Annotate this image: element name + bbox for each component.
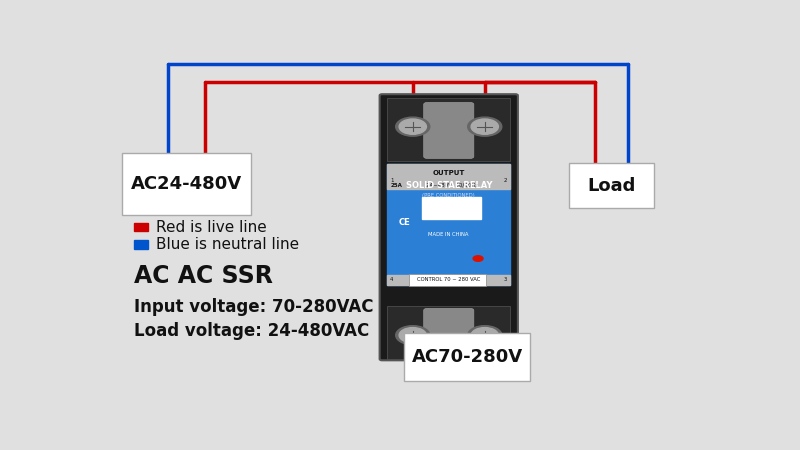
Circle shape	[471, 119, 498, 134]
Text: Input voltage: 70-280VAC: Input voltage: 70-280VAC	[134, 298, 374, 316]
Circle shape	[396, 117, 430, 136]
Text: AC70-280V: AC70-280V	[412, 348, 523, 366]
Circle shape	[396, 326, 430, 345]
Bar	[387, 306, 510, 359]
Text: AC24-480V: AC24-480V	[131, 175, 242, 193]
Circle shape	[399, 328, 426, 343]
Bar	[134, 240, 148, 249]
FancyBboxPatch shape	[424, 308, 474, 356]
Text: AC AC SSR: AC AC SSR	[134, 264, 273, 288]
Circle shape	[468, 117, 502, 136]
Text: SOLID STAE RELAY: SOLID STAE RELAY	[406, 181, 492, 190]
Text: 24~480V  50/60Hz: 24~480V 50/60Hz	[426, 183, 478, 188]
Circle shape	[471, 328, 498, 343]
Text: 3: 3	[504, 277, 507, 283]
Bar	[422, 198, 481, 219]
Text: CONTROL 70 ~ 280 VAC: CONTROL 70 ~ 280 VAC	[417, 277, 481, 283]
Text: Blue is neutral line: Blue is neutral line	[156, 237, 299, 252]
Bar	[387, 164, 510, 285]
Text: OUTPUT: OUTPUT	[433, 170, 465, 176]
Circle shape	[468, 326, 502, 345]
Text: (PRE CONDITIONED): (PRE CONDITIONED)	[422, 193, 475, 198]
Circle shape	[399, 119, 426, 134]
Text: MADE IN CHINA: MADE IN CHINA	[429, 232, 469, 237]
Bar	[387, 274, 510, 285]
Bar	[387, 164, 510, 189]
Text: CE: CE	[399, 218, 410, 227]
Text: 1: 1	[390, 178, 394, 183]
Text: 25A: 25A	[390, 183, 402, 188]
Bar	[409, 274, 486, 286]
Text: 2: 2	[504, 178, 507, 183]
Text: Load voltage: 24-480VAC: Load voltage: 24-480VAC	[134, 322, 370, 340]
FancyBboxPatch shape	[405, 333, 530, 381]
FancyBboxPatch shape	[424, 103, 474, 158]
FancyBboxPatch shape	[569, 163, 654, 208]
Text: Load: Load	[587, 177, 636, 195]
Text: Red is live line: Red is live line	[156, 220, 266, 235]
Bar	[134, 223, 148, 231]
Text: 4: 4	[390, 277, 394, 283]
Bar	[387, 98, 510, 162]
FancyBboxPatch shape	[380, 94, 518, 360]
Circle shape	[473, 256, 483, 261]
FancyBboxPatch shape	[122, 153, 251, 215]
